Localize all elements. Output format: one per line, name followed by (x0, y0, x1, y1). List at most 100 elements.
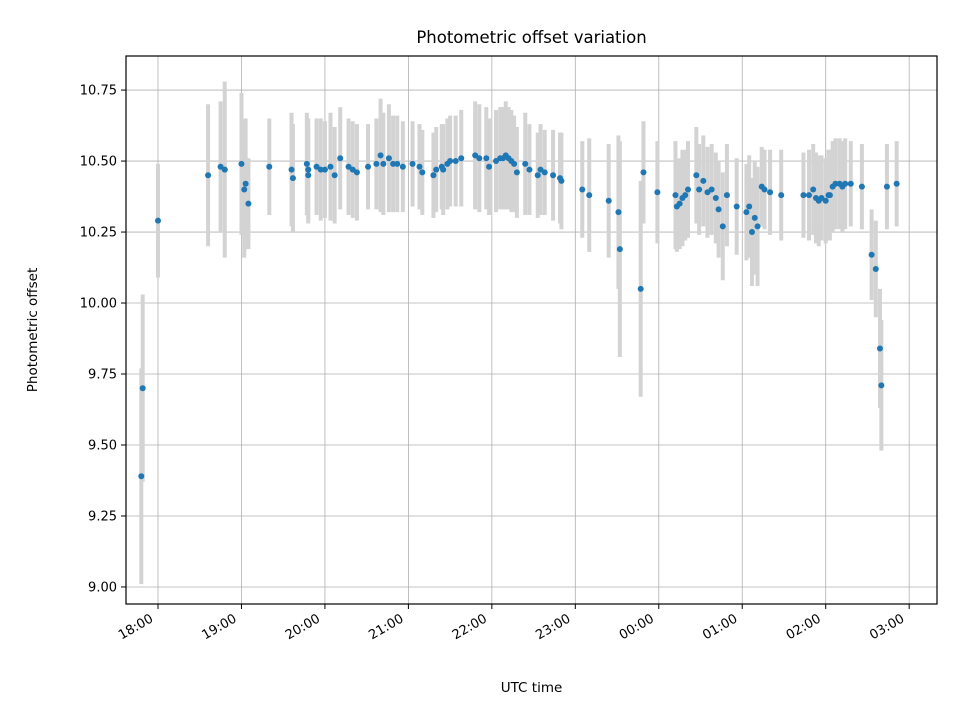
data-point (365, 163, 372, 170)
y-tick-label: 10.75 (80, 84, 117, 99)
y-tick-label: 9.50 (88, 438, 117, 453)
data-point (550, 172, 557, 179)
data-point (526, 166, 533, 173)
y-axis-label: Photometric offset (25, 268, 41, 392)
errorbars (139, 81, 899, 585)
chart-title: Photometric offset variation (416, 28, 646, 47)
data-point (205, 172, 212, 179)
data-point (640, 169, 647, 176)
data-point (458, 155, 465, 162)
data-point (245, 200, 252, 207)
data-point (761, 186, 768, 193)
x-tick-label: 00:00 (617, 611, 657, 643)
data-point (693, 172, 700, 179)
data-point (327, 163, 334, 170)
data-point (288, 166, 295, 173)
data-point (541, 169, 548, 176)
data-point (832, 180, 839, 187)
x-tick-label: 20:00 (283, 611, 323, 643)
data-point (138, 473, 145, 480)
data-point (440, 166, 447, 173)
data-point (748, 229, 755, 236)
data-point (522, 160, 529, 167)
data-point (637, 285, 644, 292)
data-point (676, 200, 683, 207)
data-point (746, 203, 753, 210)
data-point (221, 166, 228, 173)
x-tick-label: 23:00 (533, 611, 573, 643)
data-point (303, 160, 310, 167)
data-point (154, 217, 161, 224)
data-point (767, 189, 774, 196)
data-point (751, 214, 758, 221)
data-point (696, 186, 703, 193)
data-point (266, 163, 273, 170)
data-point (868, 251, 875, 258)
data-point (778, 192, 785, 199)
data-point (385, 155, 392, 162)
data-point (305, 166, 312, 173)
data-point (353, 169, 360, 176)
data-point (337, 155, 344, 162)
x-tick-label: 03:00 (867, 611, 907, 643)
data-point (241, 186, 248, 193)
data-point (139, 385, 146, 392)
data-point (486, 163, 493, 170)
data-point (242, 180, 249, 187)
data-point (700, 177, 707, 184)
data-point (878, 382, 885, 389)
data-point (317, 166, 324, 173)
data-point (452, 158, 459, 165)
y-tick-label: 9.25 (88, 509, 117, 524)
data-point (305, 172, 312, 179)
data-point (858, 183, 865, 190)
data-point (511, 160, 518, 167)
data-point (810, 186, 817, 193)
x-tick-label: 01:00 (700, 611, 740, 643)
data-point (409, 160, 416, 167)
data-point (876, 345, 883, 352)
data-point (842, 180, 849, 187)
data-point (331, 172, 338, 179)
x-tick-label: 18:00 (116, 611, 156, 643)
data-point (616, 246, 623, 253)
data-point (321, 166, 328, 173)
data-point (883, 183, 890, 190)
data-point (513, 169, 520, 176)
data-point (373, 160, 380, 167)
data-point (380, 160, 387, 167)
data-point (826, 192, 833, 199)
y-tick-label: 9.00 (88, 580, 117, 595)
plot-frame (125, 55, 938, 605)
y-tick-label: 10.25 (80, 226, 117, 241)
data-point (586, 192, 593, 199)
data-point (238, 160, 245, 167)
data-point (654, 189, 661, 196)
data-point (558, 177, 565, 184)
data-point (723, 192, 730, 199)
data-point (733, 203, 740, 210)
x-tick-label: 21:00 (366, 611, 406, 643)
data-point (534, 172, 541, 179)
data-point (476, 155, 483, 162)
data-point (390, 160, 397, 167)
data-point (719, 223, 726, 230)
x-axis-label: UTC time (501, 680, 563, 696)
data-point (416, 163, 423, 170)
data-point (433, 166, 440, 173)
y-tick-label: 9.75 (88, 368, 117, 383)
data-point (579, 186, 586, 193)
data-points (138, 152, 900, 480)
data-point (615, 209, 622, 216)
grid (126, 56, 937, 604)
data-point (847, 180, 854, 187)
data-point (754, 223, 761, 230)
x-tick-label: 02:00 (784, 611, 824, 643)
data-point (800, 192, 807, 199)
data-point (684, 186, 691, 193)
data-point (872, 265, 879, 272)
x-tick-label: 19:00 (200, 611, 240, 643)
data-point (430, 172, 437, 179)
data-point (715, 206, 722, 213)
